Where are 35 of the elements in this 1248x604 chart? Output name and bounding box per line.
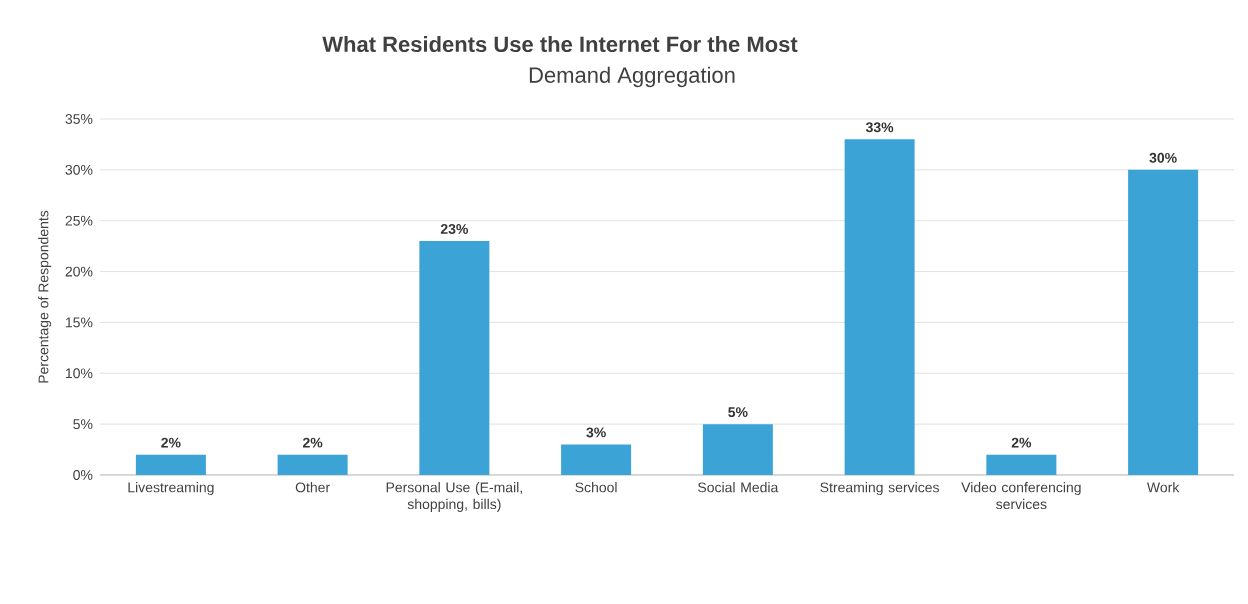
y-tick-label: 0% — [73, 470, 93, 480]
data-label: 2% — [302, 437, 323, 448]
x-tick-label: Livestreaming — [128, 482, 214, 496]
data-label: 5% — [728, 407, 748, 418]
chart-title: What Residents Use the Internet For the Most — [322, 35, 798, 53]
x-tick-label: School — [575, 482, 617, 493]
bar — [844, 139, 915, 475]
x-tick-label: Video conferencing services — [961, 482, 1081, 510]
y-tick-label: 20% — [65, 266, 93, 277]
y-tick-label: 15% — [65, 317, 93, 328]
y-tick-label: 30% — [65, 164, 93, 175]
data-label: 33% — [865, 122, 894, 133]
x-tick-label: Other — [295, 482, 330, 493]
y-tick-label: 5% — [73, 419, 93, 430]
x-tick-label: Streaming services — [820, 482, 939, 496]
data-label: 2% — [1011, 437, 1032, 448]
bar — [702, 424, 773, 475]
y-tick-label: 10% — [65, 368, 93, 379]
y-tick-label: 25% — [65, 215, 93, 226]
bar — [986, 454, 1057, 475]
x-tick-label: Work — [1146, 482, 1180, 493]
bar — [135, 454, 206, 475]
chart-subtitle: Demand Aggregation — [529, 66, 735, 88]
bar — [561, 444, 632, 475]
y-tick-label: 35% — [65, 114, 93, 124]
data-label: 23% — [440, 224, 469, 234]
bar — [1128, 169, 1199, 475]
y-axis-title: Percentage of Respondents — [38, 210, 52, 383]
bar — [277, 454, 348, 475]
x-tick-label: Personal Use (E-mail, shopping, bills) — [386, 482, 522, 512]
bar — [419, 241, 490, 475]
data-label: 2% — [161, 437, 181, 448]
data-label: 3% — [586, 427, 606, 438]
x-tick-label: Social Media — [698, 482, 779, 493]
data-label: 30% — [1149, 152, 1177, 163]
